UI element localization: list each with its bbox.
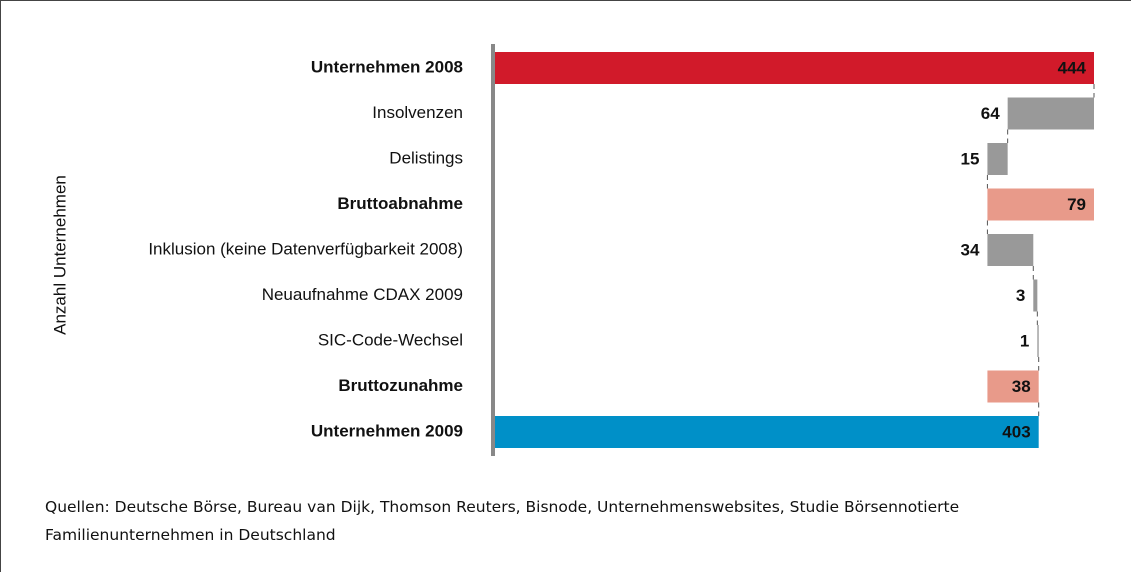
- value-label: 38: [1012, 377, 1031, 396]
- bar: [987, 234, 1034, 266]
- value-label: 79: [1067, 195, 1086, 214]
- value-label: 15: [960, 149, 979, 168]
- category-label: Unternehmen 2009: [311, 421, 463, 440]
- value-label: 1: [1020, 331, 1029, 350]
- category-label: Inklusion (keine Datenverfügbarkeit 2008…: [148, 239, 463, 258]
- bar: [1033, 279, 1038, 312]
- value-label: 34: [960, 240, 979, 259]
- category-label: Bruttozunahme: [338, 376, 463, 395]
- category-label: SIC-Code-Wechsel: [318, 330, 463, 349]
- category-label: Bruttoabnahme: [337, 194, 463, 213]
- y-axis-label: Anzahl Unternehmen: [50, 175, 69, 335]
- bar: [987, 143, 1008, 175]
- bar: [1007, 97, 1094, 130]
- category-label: Delistings: [389, 148, 463, 167]
- value-label: 444: [1058, 58, 1087, 77]
- category-label: Unternehmen 2008: [311, 57, 463, 76]
- value-label: 403: [1002, 422, 1030, 441]
- value-label: 3: [1016, 286, 1025, 305]
- value-label: 64: [981, 104, 1000, 123]
- bar: [495, 416, 1039, 448]
- bar: [987, 370, 1039, 403]
- category-label: Insolvenzen: [372, 103, 463, 122]
- bar: [495, 52, 1094, 84]
- bar: [1037, 325, 1039, 357]
- category-label: Neuaufnahme CDAX 2009: [262, 285, 463, 304]
- bar: [987, 188, 1094, 221]
- source-note: Quellen: Deutsche Börse, Bureau van Dijk…: [45, 498, 960, 544]
